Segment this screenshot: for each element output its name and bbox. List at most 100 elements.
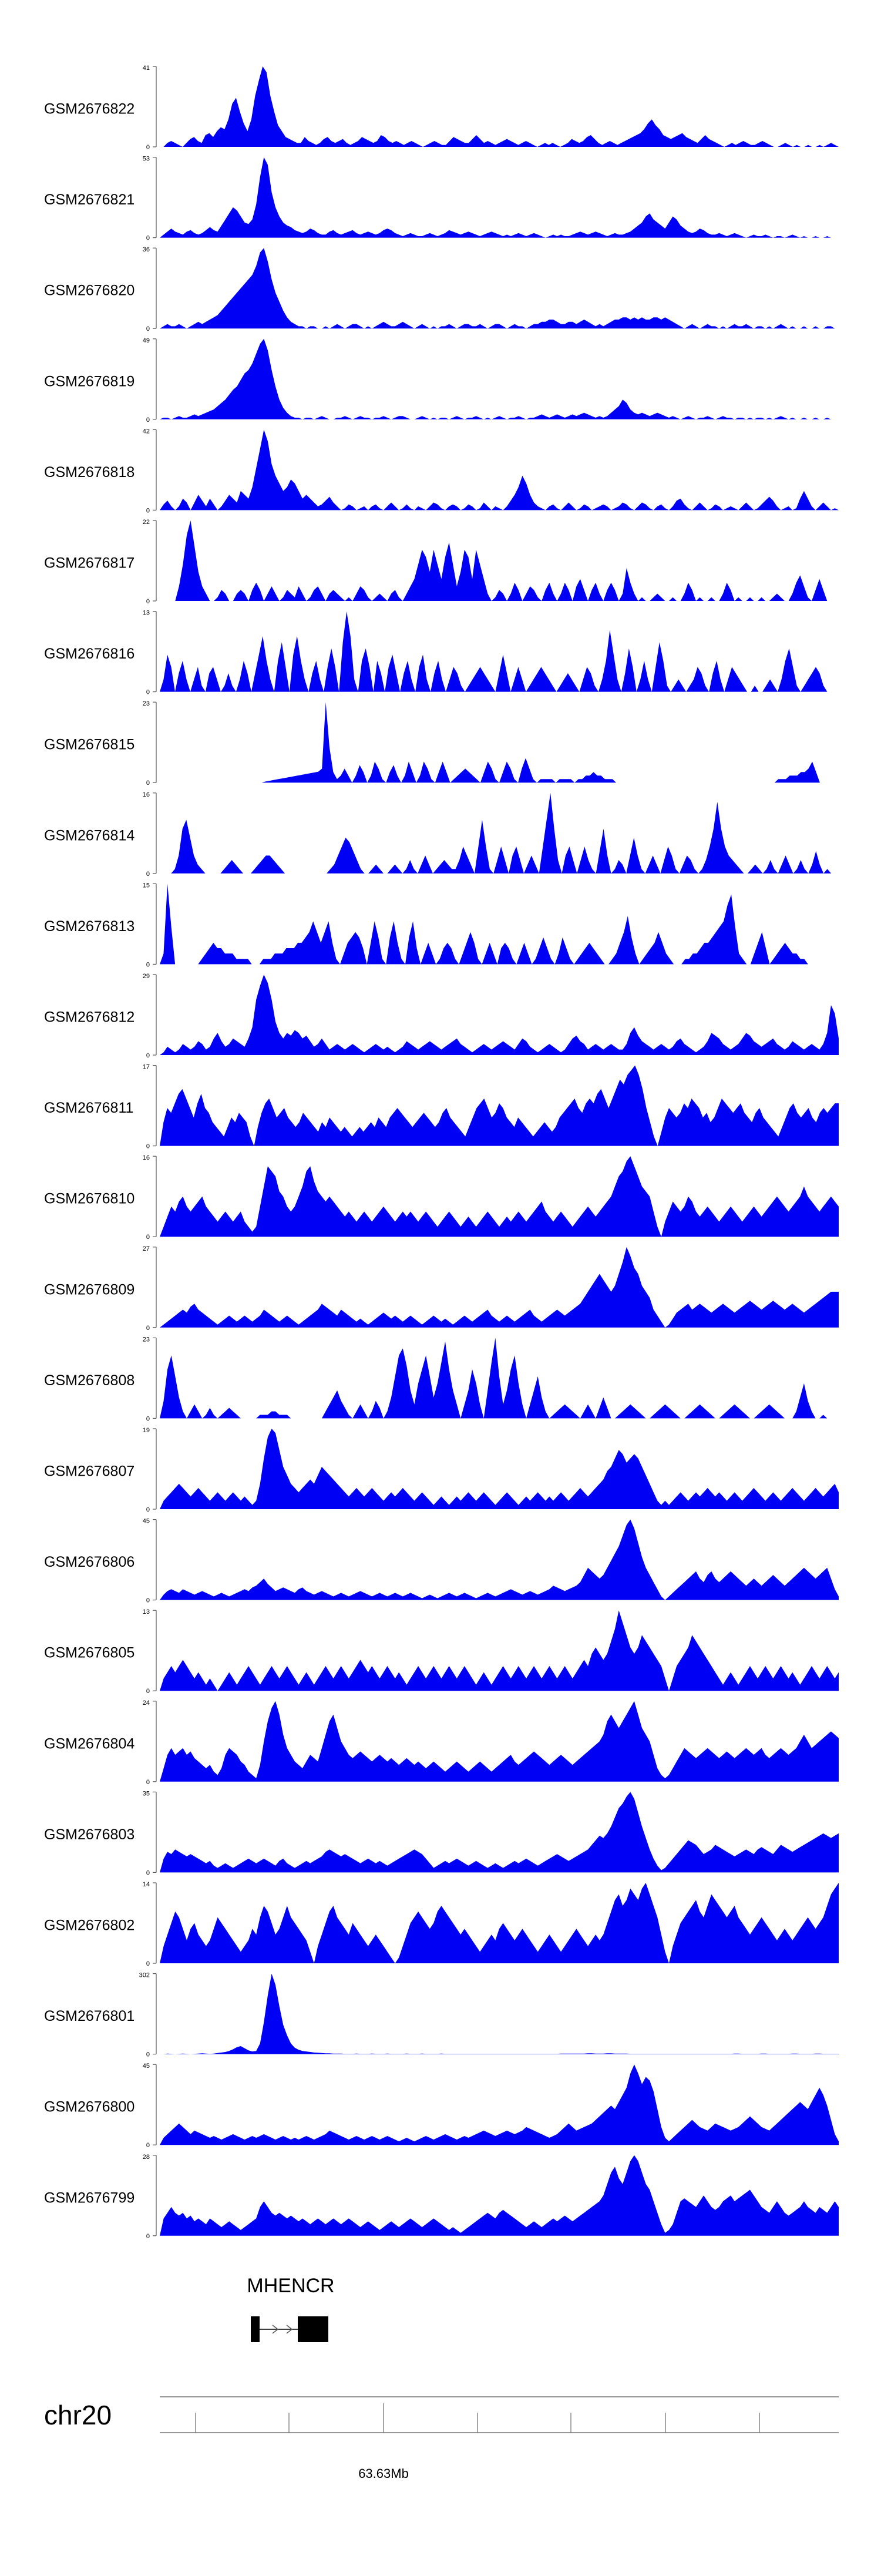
track-GSM2676802: GSM2676802 14 0 (44, 1881, 839, 1967)
y-zero-label: 0 (146, 1234, 150, 1241)
track-GSM2676819: GSM2676819 49 0 (44, 337, 839, 424)
y-max-label: 13 (143, 610, 150, 617)
track-GSM2676813: GSM2676813 15 0 (44, 882, 839, 968)
coverage-area (160, 702, 839, 783)
track-GSM2676800: GSM2676800 45 0 (44, 2063, 839, 2149)
strand-arrow-icon (272, 2325, 279, 2334)
track-label: GSM2676822 (44, 101, 134, 117)
coverage-area (160, 975, 839, 1055)
track-label: GSM2676803 (44, 1826, 134, 1843)
track-GSM2676808: GSM2676808 23 0 (44, 1336, 839, 1422)
y-zero-label: 0 (146, 1325, 150, 1332)
y-max-label: 13 (143, 1608, 150, 1616)
track-label: GSM2676817 (44, 555, 134, 572)
track-GSM2676818: GSM2676818 42 0 (44, 428, 839, 514)
track-label: GSM2676815 (44, 737, 134, 753)
y-max-label: 17 (143, 1064, 150, 1071)
coverage-area (160, 248, 839, 329)
coverage-area (160, 1792, 839, 1873)
y-zero-label: 0 (146, 1960, 150, 1967)
y-zero-label: 0 (146, 598, 150, 605)
y-max-label: 19 (143, 1427, 150, 1434)
track-label: GSM2676816 (44, 646, 134, 662)
y-zero-label: 0 (146, 1688, 150, 1695)
y-zero-label: 0 (146, 871, 150, 878)
coverage-area (160, 1883, 839, 1963)
coverage-area (160, 338, 839, 419)
track-label: GSM2676812 (44, 1009, 134, 1026)
coverage-area (160, 1429, 839, 1509)
y-max-label: 16 (143, 1154, 150, 1161)
y-max-label: 23 (143, 1336, 150, 1343)
track-label: GSM2676810 (44, 1191, 134, 1207)
coverage-area (160, 66, 839, 147)
exon-1 (251, 2316, 260, 2342)
track-label: GSM2676805 (44, 1645, 134, 1661)
coverage-area (160, 1701, 839, 1782)
track-label: GSM2676814 (44, 827, 134, 844)
track-GSM2676811: GSM2676811 17 0 (44, 1064, 839, 1150)
y-zero-label: 0 (146, 417, 150, 424)
coverage-area (160, 1247, 839, 1328)
track-GSM2676807: GSM2676807 19 0 (44, 1427, 839, 1513)
exon-2 (298, 2316, 328, 2342)
coverage-area (160, 1156, 839, 1237)
coverage-area (160, 884, 839, 965)
track-GSM2676816: GSM2676816 13 0 (44, 610, 839, 696)
coverage-area (160, 2064, 839, 2145)
y-max-label: 302 (139, 1972, 150, 1979)
y-max-label: 24 (143, 1700, 150, 1707)
track-label: GSM2676807 (44, 1463, 134, 1480)
y-max-label: 23 (143, 700, 150, 707)
chromosome-axis: chr20 63.63Mb (44, 2396, 839, 2481)
track-GSM2676821: GSM2676821 53 0 (44, 156, 839, 242)
y-zero-label: 0 (146, 2142, 150, 2149)
y-zero-label: 0 (146, 1506, 150, 1513)
y-zero-label: 0 (146, 325, 150, 333)
tracks-layer: GSM2676822410GSM2676821530GSM2676820360G… (44, 65, 839, 2240)
track-label: GSM2676800 (44, 2099, 134, 2115)
track-label: GSM2676818 (44, 464, 134, 481)
y-zero-label: 0 (146, 2051, 150, 2058)
coverage-area (160, 1519, 839, 1600)
track-GSM2676799: GSM2676799 28 0 (44, 2154, 839, 2240)
y-max-label: 29 (143, 973, 150, 980)
coverage-area (160, 1065, 839, 1146)
y-zero-label: 0 (146, 507, 150, 514)
y-max-label: 45 (143, 2063, 150, 2070)
track-label: GSM2676821 (44, 192, 134, 208)
track-GSM2676810: GSM2676810 16 0 (44, 1154, 839, 1241)
track-GSM2676817: GSM2676817 22 0 (44, 519, 839, 605)
y-zero-label: 0 (146, 1415, 150, 1422)
y-max-label: 27 (143, 1245, 150, 1252)
y-max-label: 42 (143, 428, 150, 435)
y-zero-label: 0 (146, 1143, 150, 1150)
track-label: GSM2676799 (44, 2189, 134, 2206)
y-max-label: 49 (143, 337, 150, 344)
coverage-area (160, 611, 839, 692)
gene-annotation: MHENCR (247, 2275, 335, 2342)
track-GSM2676812: GSM2676812 29 0 (44, 973, 839, 1059)
track-GSM2676804: GSM2676804 24 0 (44, 1700, 839, 1786)
y-zero-label: 0 (146, 780, 150, 787)
y-max-label: 15 (143, 882, 150, 889)
track-GSM2676801: GSM2676801 302 0 (44, 1972, 839, 2058)
y-max-label: 41 (143, 65, 150, 72)
coverage-area (160, 429, 839, 511)
coverage-area (160, 1973, 839, 2054)
y-max-label: 28 (143, 2154, 150, 2161)
coverage-area (160, 1338, 839, 1419)
track-GSM2676814: GSM2676814 16 0 (44, 791, 839, 878)
coverage-area (160, 792, 839, 874)
coverage-area (160, 520, 839, 601)
track-label: GSM2676811 (44, 1100, 133, 1116)
coverage-area (160, 157, 839, 238)
y-max-label: 16 (143, 791, 150, 798)
axis-ticks (195, 2403, 760, 2433)
y-zero-label: 0 (146, 1869, 150, 1876)
track-label: GSM2676820 (44, 283, 134, 299)
track-label: GSM2676801 (44, 2008, 134, 2024)
y-max-label: 36 (143, 246, 150, 253)
chromosome-label: chr20 (44, 2400, 112, 2430)
